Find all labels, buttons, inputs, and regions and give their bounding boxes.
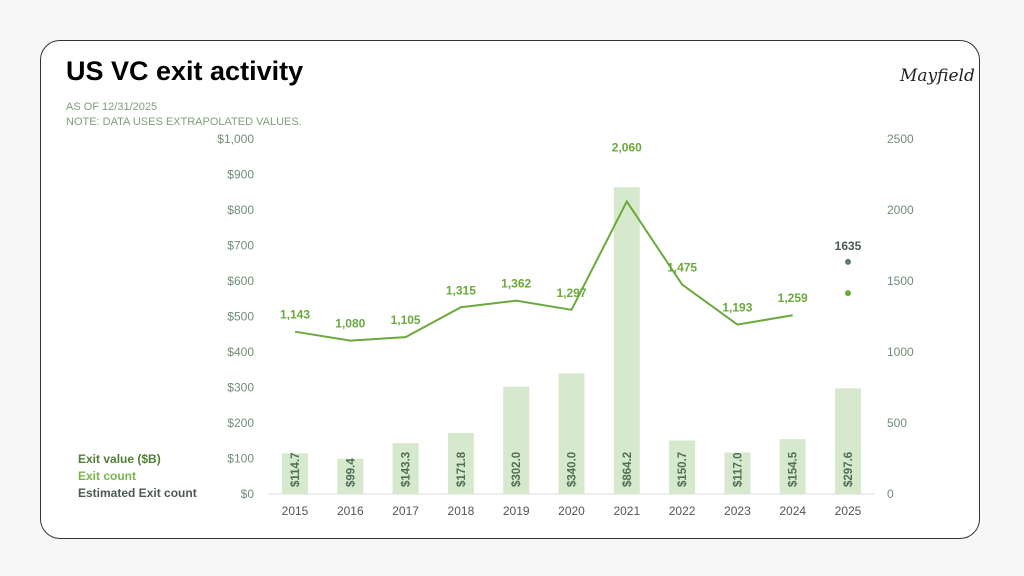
bar-2022 [669, 440, 696, 494]
left-axis-tick: $900 [227, 168, 254, 182]
bar-2019 [503, 386, 530, 494]
left-axis-tick: $600 [227, 274, 254, 288]
bar-label-2024: $154.5 [788, 451, 800, 487]
right-axis-tick: 1000 [887, 345, 914, 359]
subtitle-date: AS OF 12/31/2025 [66, 101, 158, 113]
line-label-2024: 1,259 [778, 291, 808, 305]
estimated-exit-count-label: 1635 [835, 239, 862, 253]
left-axis-tick: $500 [227, 310, 254, 324]
left-axis-tick: $300 [227, 381, 254, 395]
left-axis-tick: $800 [227, 203, 254, 217]
left-axis-tick: $1,000 [217, 132, 254, 146]
right-axis-tick: 0 [887, 487, 894, 501]
left-axis-tick: $700 [227, 239, 254, 253]
bar-2017 [392, 443, 419, 494]
x-tick-2021: 2021 [613, 504, 640, 518]
bar-label-2016: $99.4 [345, 458, 357, 487]
x-tick-2024: 2024 [779, 504, 806, 518]
line-label-2019: 1,362 [501, 277, 531, 291]
estimated-exit-count-point [845, 258, 851, 265]
bar-label-2017: $143.3 [401, 452, 413, 487]
bar-2015 [282, 453, 308, 494]
mayfield-logo: Mayfield [900, 66, 975, 86]
right-axis-tick: 2500 [887, 132, 914, 146]
line-label-2017: 1,105 [391, 313, 421, 327]
x-tick-2017: 2017 [392, 504, 419, 518]
line-label-2018: 1,315 [446, 283, 476, 297]
left-axis-tick: $400 [227, 345, 254, 359]
right-axis-tick: 1500 [887, 274, 914, 288]
legend-exit-value: Exit value ($B) [78, 452, 161, 466]
bar-label-2021: $864.2 [622, 452, 634, 487]
bar-label-2025: $297.6 [843, 452, 855, 487]
bar-label-2020: $340.0 [567, 452, 579, 487]
bar-label-2022: $150.7 [677, 452, 689, 487]
bar-2025 [835, 388, 861, 494]
bar-2021 [613, 187, 640, 495]
exit-count-line [294, 199, 793, 342]
bar-2016 [337, 458, 364, 494]
x-tick-2018: 2018 [448, 504, 475, 518]
exit-count-point-2025 [845, 290, 851, 297]
line-label-2016: 1,080 [335, 317, 365, 331]
line-label-2020: 1,297 [556, 286, 586, 300]
line-label-2015: 1,143 [280, 308, 310, 322]
x-tick-2019: 2019 [503, 504, 530, 518]
left-axis-tick: $200 [227, 416, 254, 430]
bar-2020 [558, 373, 585, 494]
bar-label-2023: $117.0 [732, 452, 744, 487]
right-axis-tick: 2000 [887, 203, 914, 217]
left-axis-tick: $0 [241, 487, 255, 501]
x-tick-2023: 2023 [724, 504, 751, 518]
bar-2018 [447, 433, 474, 494]
right-axis-tick: 500 [887, 416, 907, 430]
x-tick-2015: 2015 [282, 504, 309, 518]
line-label-2022: 1,475 [667, 261, 697, 275]
line-label-2021: 2,060 [612, 140, 642, 154]
bar-2024 [779, 439, 806, 494]
x-tick-2020: 2020 [558, 504, 585, 518]
legend-estimated-exit-count: Estimated Exit count [78, 486, 197, 500]
subtitle-note: NOTE: DATA USES EXTRAPOLATED VALUES. [66, 116, 302, 128]
bar-label-2015: $114.7 [290, 452, 302, 487]
bar-label-2019: $302.0 [511, 452, 523, 487]
left-axis-tick: $100 [227, 452, 254, 466]
x-tick-2016: 2016 [337, 504, 364, 518]
bar-2023 [724, 452, 751, 494]
line-label-2023: 1,193 [722, 301, 752, 315]
bar-label-2018: $171.8 [456, 451, 468, 487]
legend-exit-count: Exit count [78, 469, 137, 483]
x-tick-2025: 2025 [835, 504, 862, 518]
chart-title: US VC exit activity [66, 56, 304, 86]
x-tick-2022: 2022 [669, 504, 696, 518]
